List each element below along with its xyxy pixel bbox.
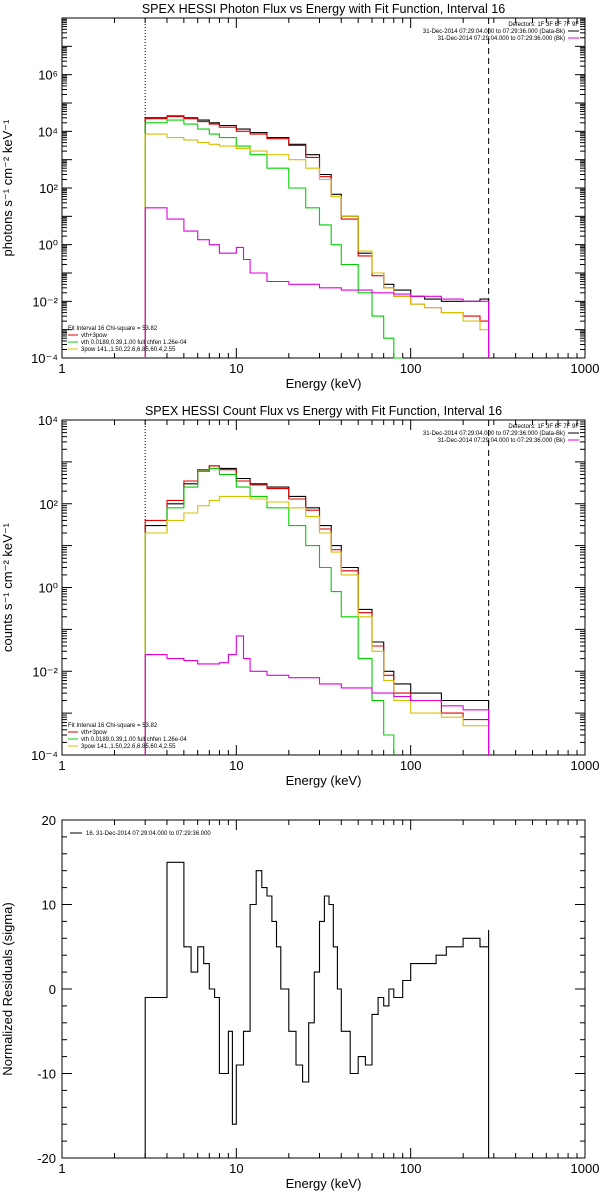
series-vth-3pow bbox=[144, 465, 490, 755]
x-tick-label: 1 bbox=[58, 758, 65, 773]
legend-entry: vth 0.0189,0.39,1.00 full chfen 1.26e-04 bbox=[81, 737, 187, 743]
y-axis-label: photons s⁻¹ cm⁻² keV⁻¹ bbox=[0, 119, 15, 257]
x-tick-label: 100 bbox=[400, 361, 422, 376]
legend-detectors: Detectors: 1F 3F 6F 7F 9F bbox=[508, 424, 579, 430]
y-tick-label: 10 bbox=[42, 898, 56, 913]
series-16-31-dec-2014-07-29-04-000-to-07-29-36-000 bbox=[144, 861, 490, 1158]
x-axis-label: Energy (keV) bbox=[286, 376, 362, 391]
legend-entry: vth+3pow bbox=[81, 333, 108, 339]
legend-detectors: Detectors: 1F 3F 6F 7F 9F bbox=[508, 22, 579, 28]
x-tick-label: 100 bbox=[400, 758, 422, 773]
x-tick-label: 10 bbox=[229, 758, 243, 773]
series-data-bk bbox=[144, 115, 490, 358]
x-tick-label: 10 bbox=[229, 1161, 243, 1176]
y-tick-label: 0 bbox=[49, 982, 56, 997]
chart-title: SPEX HESSI Photon Flux vs Energy with Fi… bbox=[142, 2, 505, 16]
series-3pow bbox=[144, 495, 490, 755]
x-tick-label: 1 bbox=[58, 361, 65, 376]
plot-frame bbox=[61, 419, 586, 756]
residuals-panel: 1 10 100 1000 Energy (keV) -20 -10 0 10 20 Normali… bbox=[0, 813, 599, 1191]
legend-entry: vth 0.0189,0.39,1.00 full chfen 1.26e-04 bbox=[81, 340, 187, 346]
legend-entry: 3pow 141.,1.50,22.6,6.85,60.4,2.55 bbox=[81, 347, 176, 353]
y-tick-label: 10⁴ bbox=[38, 413, 58, 428]
series-vth-3pow bbox=[144, 116, 490, 358]
y-tick-label: -20 bbox=[37, 1151, 56, 1166]
series-data-bk bbox=[144, 465, 490, 755]
legend-entry: 16. 31-Dec-2014 07:29:04.000 to 07:29:36… bbox=[86, 831, 211, 837]
legend-entry: vth+3pow bbox=[81, 730, 108, 736]
y-tick-label: 10⁰ bbox=[38, 581, 58, 596]
x-tick-label: 10 bbox=[229, 361, 243, 376]
y-tick-label: 10⁰ bbox=[38, 238, 58, 253]
x-tick-label: 1000 bbox=[571, 1161, 600, 1176]
series-bk bbox=[144, 207, 490, 358]
y-tick-label: 10² bbox=[39, 497, 58, 512]
legend-entry: 31-Dec-2014 07:29:04.000 to 07:29:36.000… bbox=[423, 431, 565, 437]
legend-entry: 31-Dec-2014 07:29:04.000 to 07:29:36.000… bbox=[438, 36, 565, 42]
y-tick-label: 10⁻² bbox=[32, 294, 58, 309]
series-3pow bbox=[144, 133, 490, 358]
y-tick-label: 10⁻⁴ bbox=[31, 748, 58, 763]
series-vth bbox=[144, 119, 403, 359]
photon-flux-panel: SPEX HESSI Photon Flux vs Energy with Fi… bbox=[0, 2, 599, 391]
chart-title: SPEX HESSI Count Flux vs Energy with Fit… bbox=[145, 404, 502, 418]
legend-entry: 3pow 141.,1.50,22.6,6.85,60.4,2.55 bbox=[81, 744, 176, 750]
y-tick-label: 10² bbox=[39, 181, 58, 196]
x-axis-label: Energy (keV) bbox=[286, 773, 362, 788]
plot-frame bbox=[61, 819, 586, 1159]
x-tick-label: 100 bbox=[400, 1161, 422, 1176]
y-tick-label: 10⁻² bbox=[32, 664, 58, 679]
legend-fit-info: Fit Interval 16 Chi-square = 53.82 bbox=[68, 723, 158, 729]
x-tick-label: 1 bbox=[58, 1161, 65, 1176]
legend-fit-info: Fit Interval 16 Chi-square = 53.82 bbox=[68, 326, 158, 332]
y-tick-label: 20 bbox=[42, 813, 56, 828]
x-axis-label: Energy (keV) bbox=[286, 1176, 362, 1191]
series-bk bbox=[144, 635, 490, 755]
y-tick-label: 10⁴ bbox=[38, 124, 58, 139]
y-tick-label: 10⁻⁴ bbox=[31, 351, 58, 366]
legend-entry: 31-Dec-2014 07:29:04.000 to 07:29:36.000… bbox=[423, 29, 565, 35]
legend-entry: 31-Dec-2014 07:29:04.000 to 07:29:36.000… bbox=[438, 438, 565, 444]
x-tick-label: 1000 bbox=[571, 361, 600, 376]
y-axis-label: counts s⁻¹ cm⁻² keV⁻¹ bbox=[0, 522, 15, 652]
plot-frame bbox=[61, 17, 586, 359]
y-axis-label: Normalized Residuals (sigma) bbox=[0, 902, 15, 1075]
series-vth bbox=[144, 467, 395, 755]
count-flux-panel: SPEX HESSI Count Flux vs Energy with Fit… bbox=[0, 404, 599, 788]
y-tick-label: -10 bbox=[37, 1067, 56, 1082]
y-tick-label: 10⁶ bbox=[38, 68, 58, 83]
x-tick-label: 1000 bbox=[571, 758, 600, 773]
